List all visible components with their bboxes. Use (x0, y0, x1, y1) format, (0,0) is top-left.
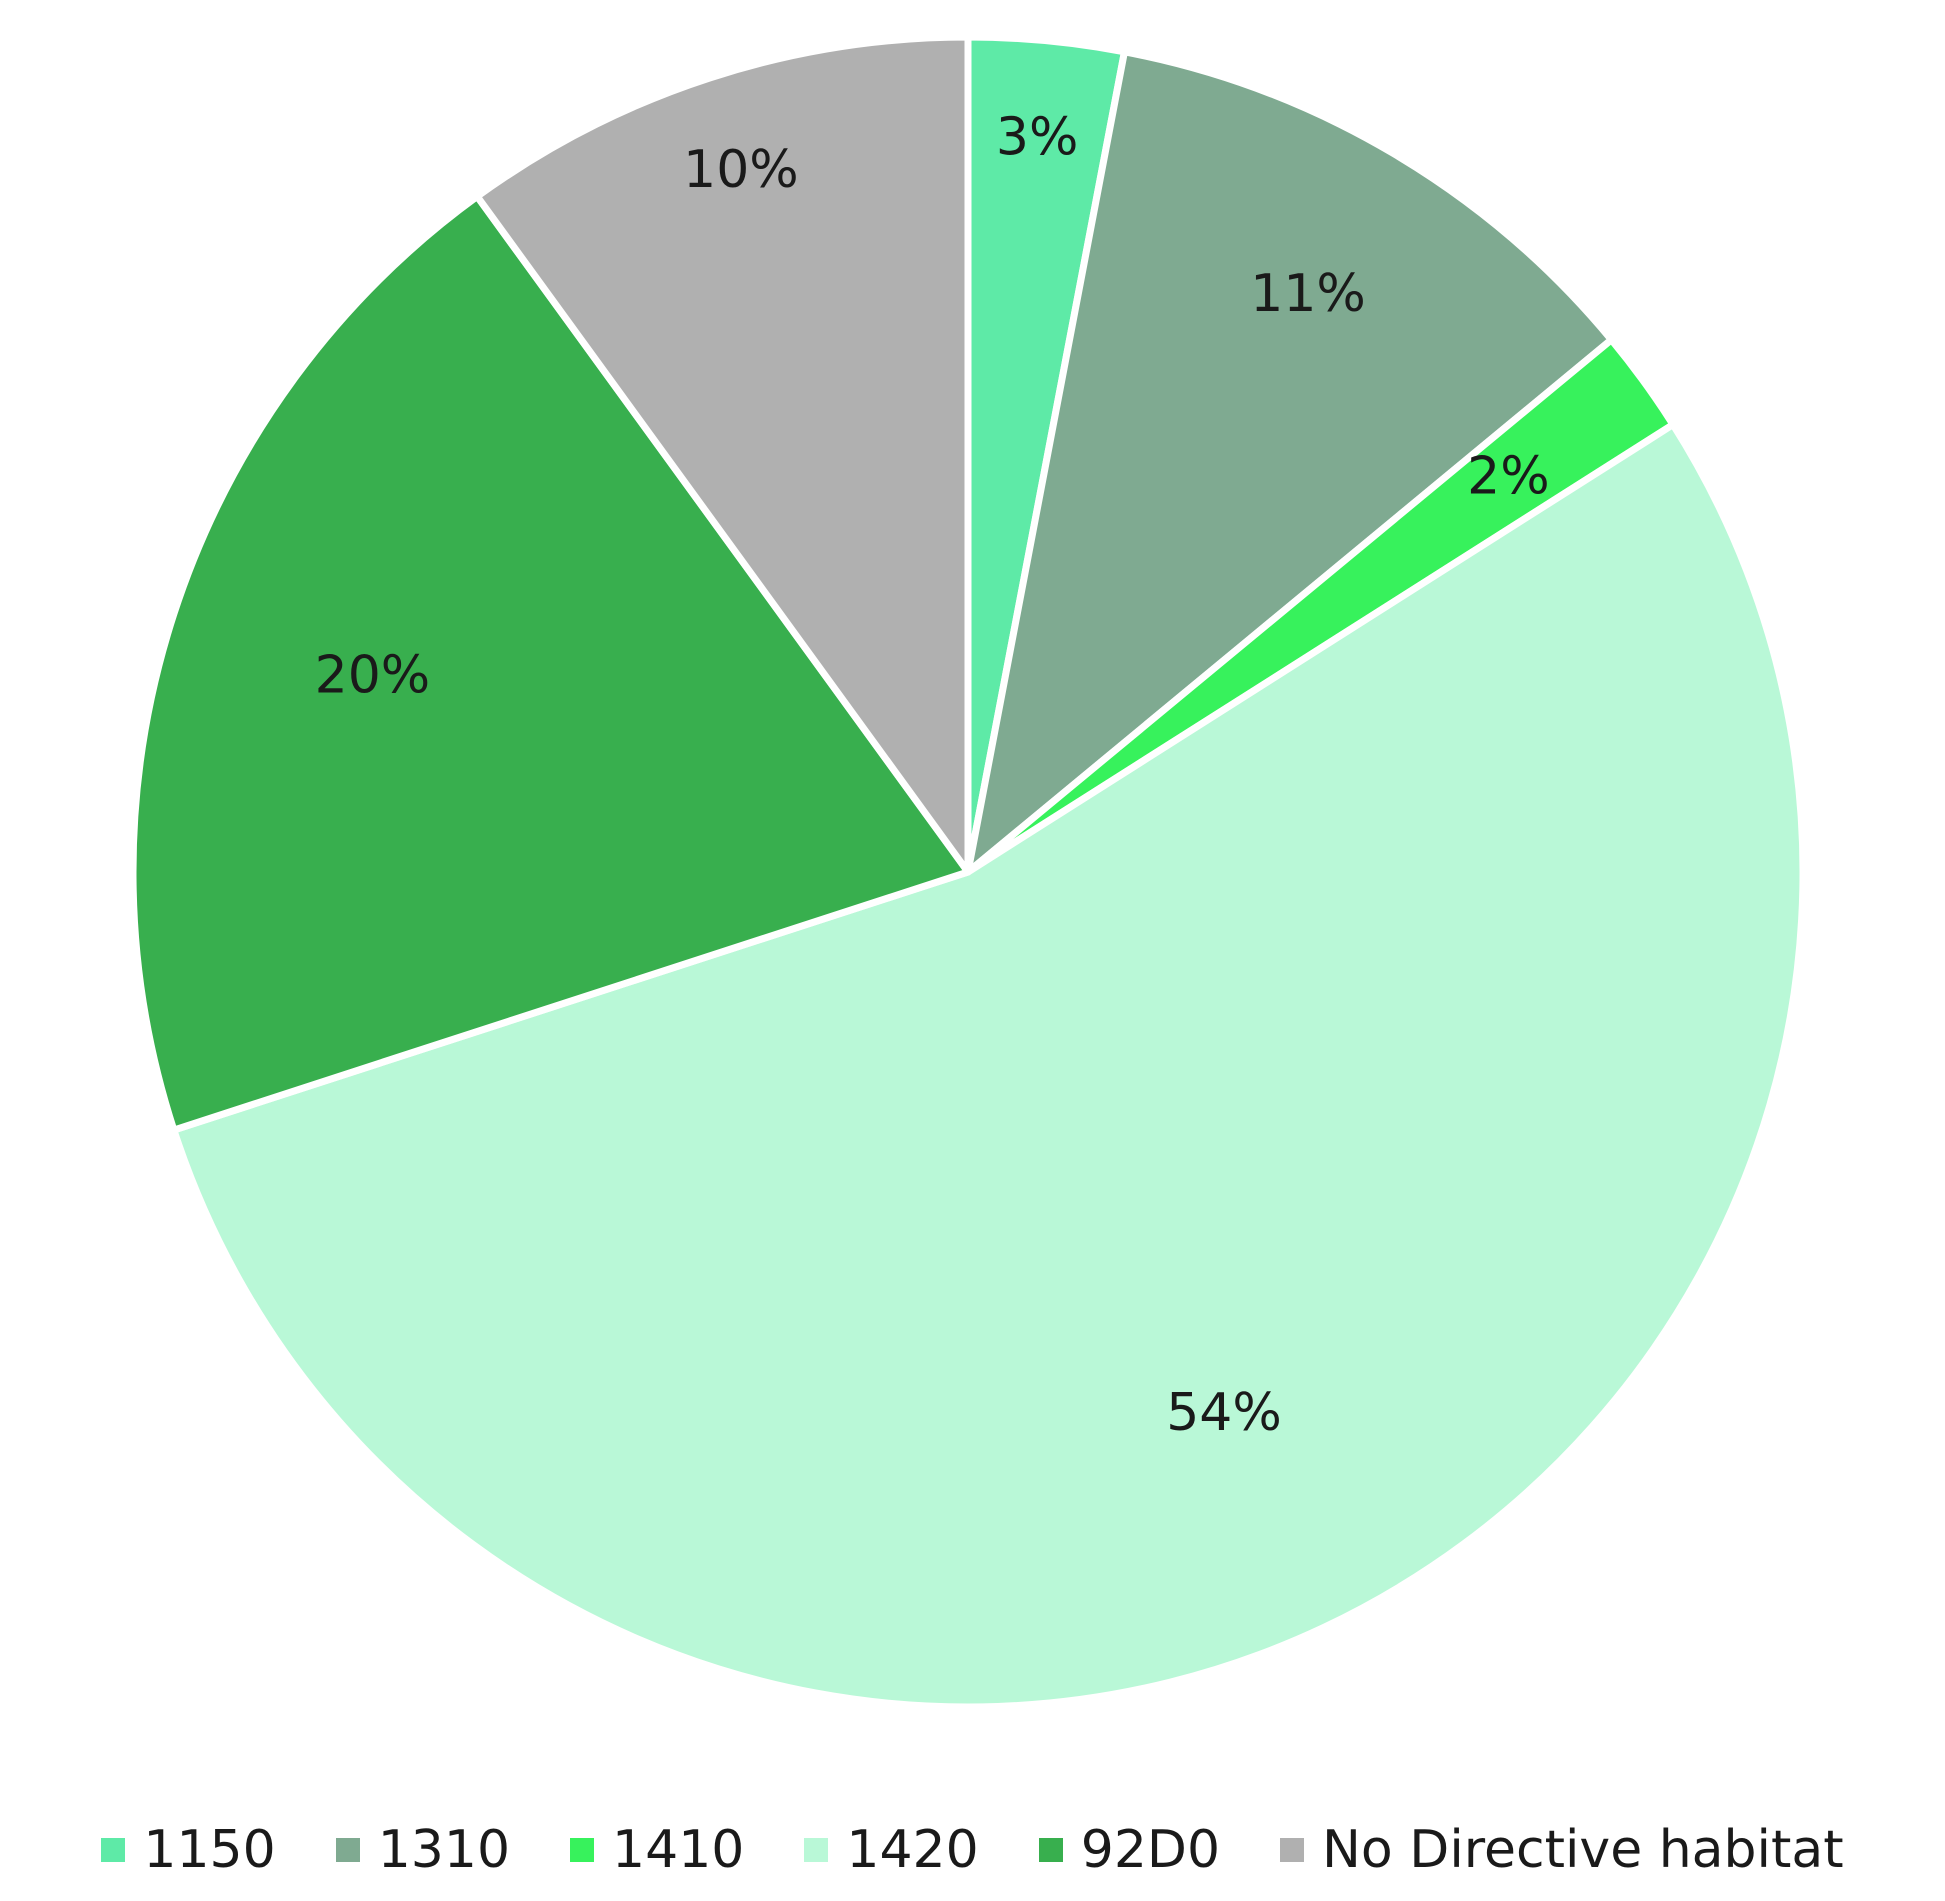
pie-slice-1420 (170, 421, 1807, 1711)
legend-item-1410: 1410 (570, 1820, 744, 1880)
legend-label: 1410 (612, 1820, 745, 1880)
legend-swatch (570, 1838, 595, 1862)
data-label-92d0: 20% (315, 645, 431, 705)
legend-swatch (804, 1838, 829, 1862)
legend-swatch (1280, 1838, 1305, 1862)
legend-item-1310: 1310 (335, 1820, 511, 1880)
legend-label: 1420 (846, 1820, 979, 1880)
data-label-1420: 54% (1166, 1383, 1282, 1443)
legend-label: 1150 (143, 1820, 276, 1880)
legend-item-1420: 1420 (804, 1820, 979, 1880)
pie-slice-no-directive-habitat (473, 33, 972, 876)
legend-label: No Directive habitat (1322, 1820, 1844, 1880)
legend-label: 1310 (377, 1820, 511, 1880)
legend-swatch (335, 1838, 360, 1862)
legend-swatch (101, 1838, 126, 1862)
pie-data-labels: 3% 11% 2% 54% 20% 10% (315, 107, 1550, 1443)
data-label-1410: 2% (1467, 446, 1550, 506)
data-label-1150: 3% (996, 107, 1079, 167)
legend-item-no-directive-habitat: No Directive habitat (1280, 1820, 1844, 1880)
pie-slice-1310 (964, 48, 1615, 876)
pie-slices (129, 33, 1807, 1711)
legend-label: 92D0 (1080, 1820, 1221, 1880)
legend-item-1150: 1150 (101, 1820, 276, 1880)
legend: 1150 1310 1410 1420 92D0 No Directive habitat (0, 1815, 1945, 1885)
pie-slice-92d0 (129, 192, 972, 1134)
legend-item-92d0: 92D0 (1038, 1820, 1221, 1880)
data-label-no-directive-habitat: 10% (683, 140, 799, 200)
data-label-1310: 11% (1250, 264, 1366, 324)
legend-swatch (1038, 1838, 1063, 1862)
